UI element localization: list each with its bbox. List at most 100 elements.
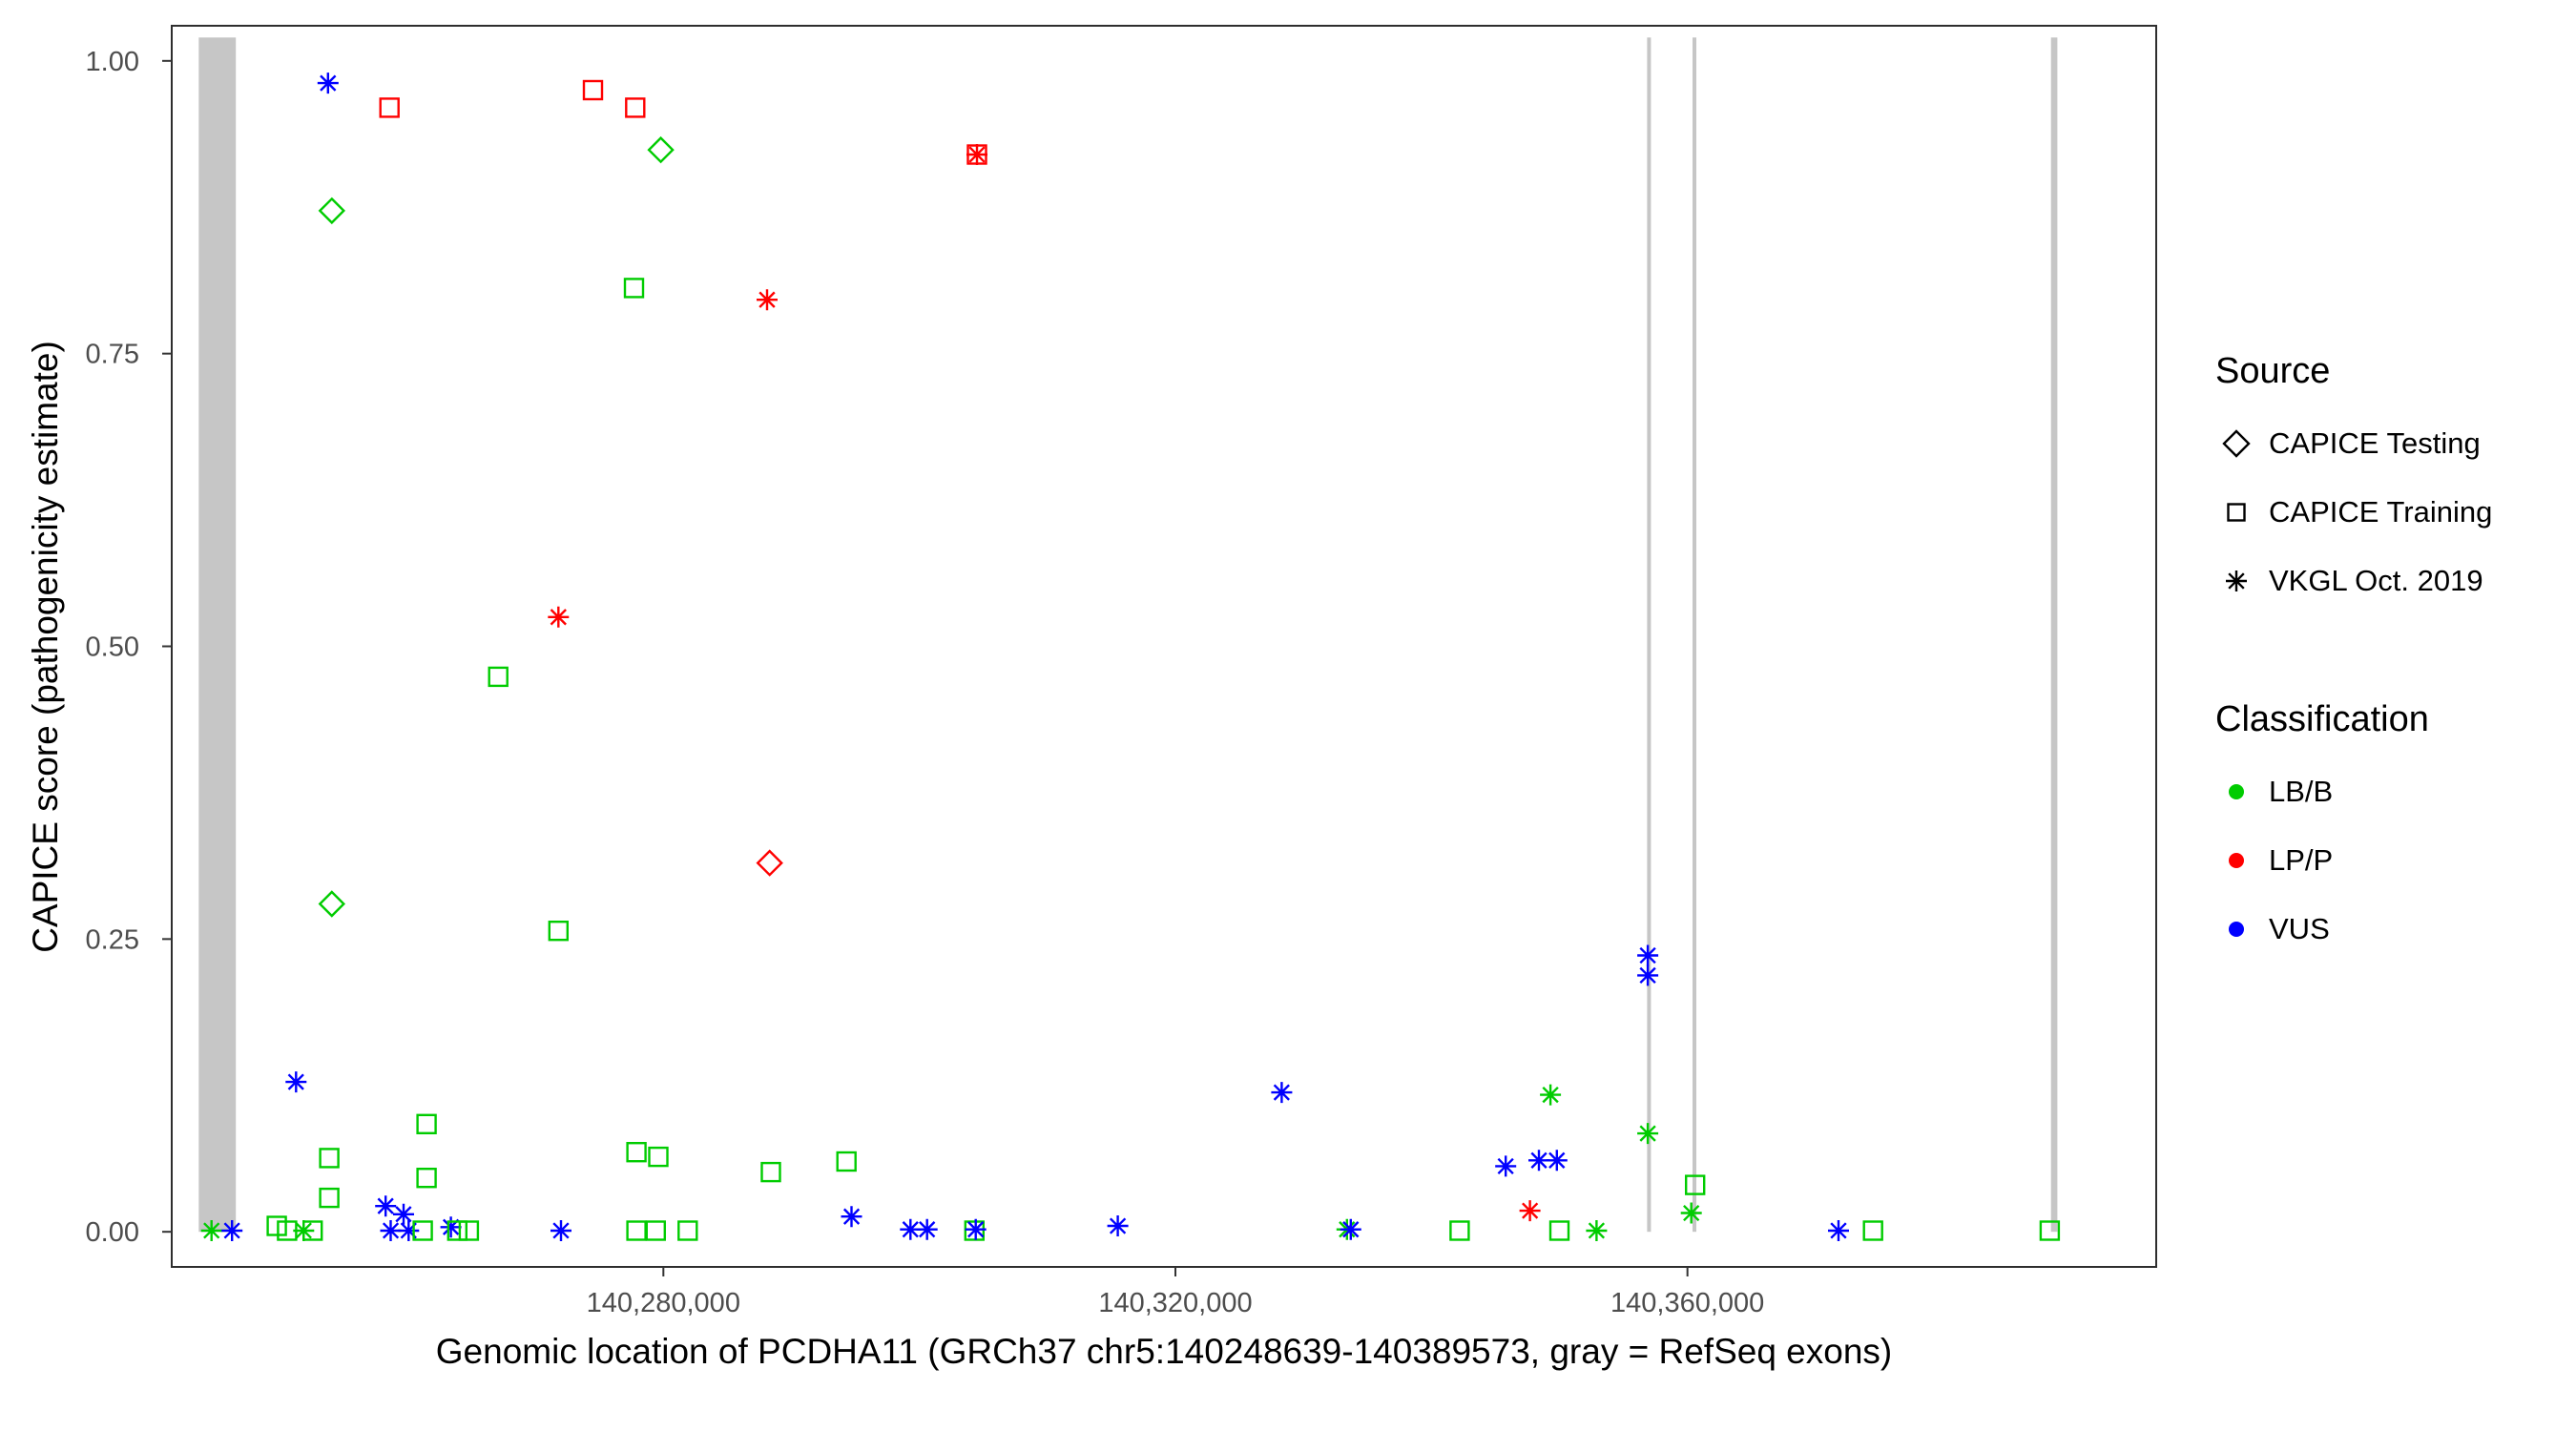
legend-item-lpp: LP/P [2215, 826, 2576, 895]
data-point-square [964, 1220, 985, 1241]
data-point-asterisk [1540, 1084, 1562, 1106]
legend-item-vkgl: VKGL Oct. 2019 [2215, 547, 2576, 615]
data-point-asterisk [393, 1203, 414, 1225]
data-point-square [645, 1220, 666, 1241]
y-axis-title: CAPICE score (pathogenicity estimate) [26, 341, 65, 953]
legend-item-capice-training: CAPICE Training [2215, 478, 2576, 547]
legend: Source CAPICE Testing CAPICE Training VK… [2215, 351, 2576, 964]
data-point-square [626, 1220, 647, 1241]
data-point-asterisk [1637, 964, 1659, 986]
data-point-square [836, 1151, 857, 1172]
data-point-asterisk [221, 1220, 243, 1241]
data-point-asterisk [1271, 1082, 1293, 1104]
data-point-square [548, 921, 569, 942]
data-point-asterisk [1528, 1150, 1549, 1172]
circle-icon [2229, 922, 2244, 937]
data-point-square [379, 97, 400, 118]
data-point-asterisk [916, 1218, 938, 1240]
asterisk-icon [2226, 570, 2247, 591]
data-point-asterisk [380, 1220, 402, 1241]
circle-icon [2229, 853, 2244, 868]
data-point-diamond [647, 135, 675, 164]
data-point-asterisk [965, 1218, 987, 1240]
legend-item-vus: VUS [2215, 895, 2576, 964]
data-point-asterisk [1637, 1123, 1659, 1145]
data-point-square [412, 1220, 433, 1241]
x-axis-title: Genomic location of PCDHA11 (GRCh37 chr5… [435, 1332, 1893, 1371]
refseq-exon-bar [198, 37, 237, 1233]
square-icon [2227, 503, 2246, 522]
data-point-square [302, 1220, 323, 1241]
data-point-asterisk [757, 289, 778, 311]
data-point-asterisk [1340, 1218, 1361, 1240]
data-point-asterisk [1107, 1215, 1129, 1236]
data-point-square [458, 1220, 480, 1241]
y-tick-label: 1.00 [86, 47, 139, 77]
legend-source-title: Source [2215, 351, 2331, 391]
data-point-asterisk [966, 144, 987, 165]
data-point-asterisk [398, 1220, 420, 1241]
data-point-square [648, 1146, 669, 1168]
data-point-square [677, 1220, 698, 1241]
y-tick-label: 0.50 [86, 633, 139, 663]
data-point-square [625, 97, 646, 118]
data-point-asterisk [200, 1220, 222, 1241]
x-tick-label: 140,360,000 [1610, 1288, 1764, 1318]
data-point-square [488, 666, 509, 688]
data-point-diamond [756, 849, 783, 877]
data-point-asterisk [841, 1206, 862, 1228]
data-point-square [1684, 1174, 1706, 1195]
diamond-icon [2222, 429, 2251, 458]
data-point-asterisk [548, 606, 570, 628]
legend-item-label: CAPICE Testing [2269, 426, 2481, 460]
data-point-asterisk [1828, 1220, 1849, 1241]
data-point-square [416, 1167, 437, 1189]
data-point-asterisk [440, 1216, 462, 1238]
data-point-asterisk [1519, 1200, 1541, 1222]
data-point-square [760, 1161, 781, 1183]
legend-item-label: VUS [2269, 912, 2330, 945]
data-point-square [319, 1187, 340, 1209]
y-tick-label: 0.00 [86, 1217, 139, 1248]
data-point-square [2039, 1220, 2061, 1241]
data-point-square [416, 1113, 437, 1135]
data-point-asterisk [285, 1071, 307, 1093]
x-tick-label: 140,320,000 [1098, 1288, 1252, 1318]
data-point-asterisk [317, 73, 339, 94]
data-point-asterisk [1586, 1220, 1608, 1241]
y-tick-label: 0.25 [86, 924, 139, 955]
legend-item-lbb: LB/B [2215, 757, 2576, 826]
circle-icon [2229, 784, 2244, 799]
refseq-exon-bar [1693, 37, 1696, 1233]
data-point-square [266, 1215, 287, 1236]
data-point-square [623, 278, 645, 299]
refseq-exon-bar [1647, 37, 1652, 1233]
data-point-square [1862, 1220, 1883, 1241]
legend-classification-title: Classification [2215, 699, 2429, 739]
data-point-asterisk [1495, 1155, 1517, 1177]
data-point-square [447, 1220, 467, 1241]
panel-border [171, 25, 2157, 1268]
data-point-asterisk [1546, 1150, 1568, 1172]
x-tick-label: 140,280,000 [587, 1288, 740, 1318]
refseq-exon-bar [2050, 37, 2058, 1233]
data-point-asterisk [900, 1218, 922, 1240]
data-point-asterisk [375, 1195, 397, 1217]
legend-item-capice-testing: CAPICE Testing [2215, 409, 2576, 478]
legend-item-label: VKGL Oct. 2019 [2269, 564, 2483, 597]
data-point-square [319, 1148, 340, 1169]
legend-source-section: Source CAPICE Testing CAPICE Training VK… [2215, 351, 2576, 615]
legend-item-label: CAPICE Training [2269, 495, 2493, 529]
data-point-square [582, 79, 604, 101]
data-point-square [1449, 1220, 1470, 1241]
data-point-diamond [318, 197, 345, 225]
data-point-asterisk [1637, 944, 1659, 966]
y-tick-label: 0.75 [86, 340, 139, 370]
data-point-asterisk [1680, 1202, 1702, 1224]
data-point-square [626, 1141, 647, 1163]
legend-item-label: LB/B [2269, 775, 2334, 808]
data-point-asterisk [551, 1220, 571, 1241]
data-point-square [1548, 1220, 1570, 1241]
